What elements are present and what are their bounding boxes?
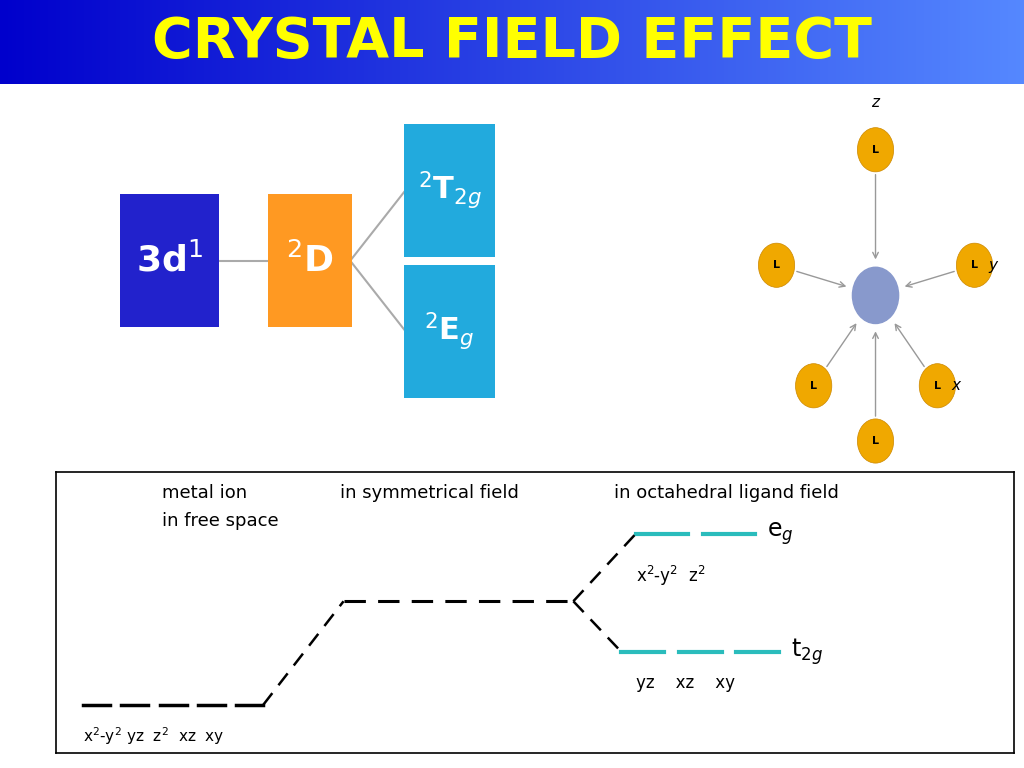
Circle shape — [920, 364, 955, 408]
Text: x: x — [951, 379, 961, 393]
Circle shape — [857, 127, 894, 172]
FancyBboxPatch shape — [267, 194, 351, 327]
Text: in free space: in free space — [162, 511, 279, 530]
Text: CRYSTAL FIELD EFFECT: CRYSTAL FIELD EFFECT — [152, 15, 872, 69]
Text: L: L — [934, 381, 941, 391]
Text: in octahedral ligand field: in octahedral ligand field — [614, 484, 839, 502]
Text: x$^2$-y$^2$ yz  z$^2$  xz  xy: x$^2$-y$^2$ yz z$^2$ xz xy — [83, 725, 224, 746]
Text: yz    xz    xy: yz xz xy — [636, 674, 734, 691]
Text: $^2$E$_g$: $^2$E$_g$ — [424, 310, 475, 352]
Text: L: L — [872, 144, 879, 155]
Text: L: L — [810, 381, 817, 391]
FancyBboxPatch shape — [120, 194, 219, 327]
Text: in symmetrical field: in symmetrical field — [340, 484, 519, 502]
Text: L: L — [773, 260, 780, 270]
Text: z: z — [871, 95, 880, 110]
Circle shape — [857, 419, 894, 463]
Circle shape — [956, 243, 992, 287]
Text: 3d$^1$: 3d$^1$ — [136, 243, 203, 279]
FancyBboxPatch shape — [404, 265, 496, 398]
Text: L: L — [872, 436, 879, 446]
Text: metal ion: metal ion — [162, 484, 247, 502]
Text: L: L — [971, 260, 978, 270]
Text: y: y — [988, 258, 997, 273]
Circle shape — [759, 243, 795, 287]
Text: $^2$T$_{2g}$: $^2$T$_{2g}$ — [418, 170, 482, 211]
Text: e$_g$: e$_g$ — [767, 521, 794, 548]
Text: t$_{2g}$: t$_{2g}$ — [791, 637, 822, 667]
Text: $^2$D: $^2$D — [286, 243, 334, 279]
Text: x$^2$-y$^2$  z$^2$: x$^2$-y$^2$ z$^2$ — [636, 564, 706, 588]
Circle shape — [852, 267, 899, 323]
FancyBboxPatch shape — [404, 124, 496, 257]
Circle shape — [796, 364, 831, 408]
